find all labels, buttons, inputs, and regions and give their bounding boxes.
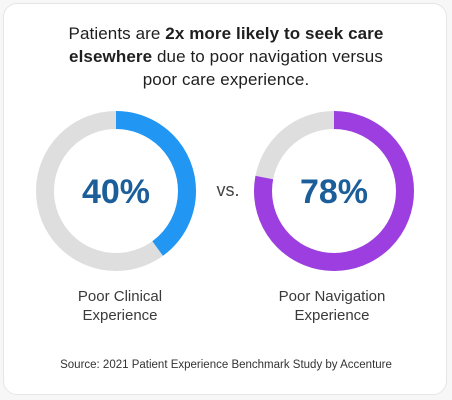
- headline-part2: due to poor navigation versus: [152, 47, 383, 66]
- category-label-navigation-line1: Poor Navigation: [278, 288, 386, 305]
- category-label-navigation: Poor Navigation Experience: [257, 287, 407, 325]
- donut-arc-clinical: [36, 111, 196, 271]
- category-label-clinical-line1: Poor Clinical: [77, 288, 163, 305]
- category-label-clinical: Poor Clinical Experience: [45, 287, 195, 325]
- vs-separator: vs.: [216, 180, 240, 200]
- headline-part1: Patients are: [68, 24, 166, 43]
- infographic-card: Patients are 2x more likely to seek care…: [3, 3, 447, 395]
- category-label-navigation-line2: Experience: [294, 307, 370, 324]
- headline: Patients are 2x more likely to seek care…: [14, 22, 438, 91]
- headline-bold2: elsewhere: [69, 47, 153, 66]
- headline-line3: poor care experience.: [142, 70, 310, 89]
- donut-value-clinical: 40%: [82, 173, 150, 211]
- headline-bold1: 2x more likely to seek care: [165, 24, 384, 43]
- category-label-clinical-line2: Experience: [82, 307, 158, 324]
- donut-value-navigation: 78%: [300, 173, 368, 211]
- donut-arc-navigation: [254, 111, 414, 271]
- source-citation: Source: 2021 Patient Experience Benchmar…: [60, 359, 392, 371]
- donut-charts: 40% 78%: [36, 111, 414, 271]
